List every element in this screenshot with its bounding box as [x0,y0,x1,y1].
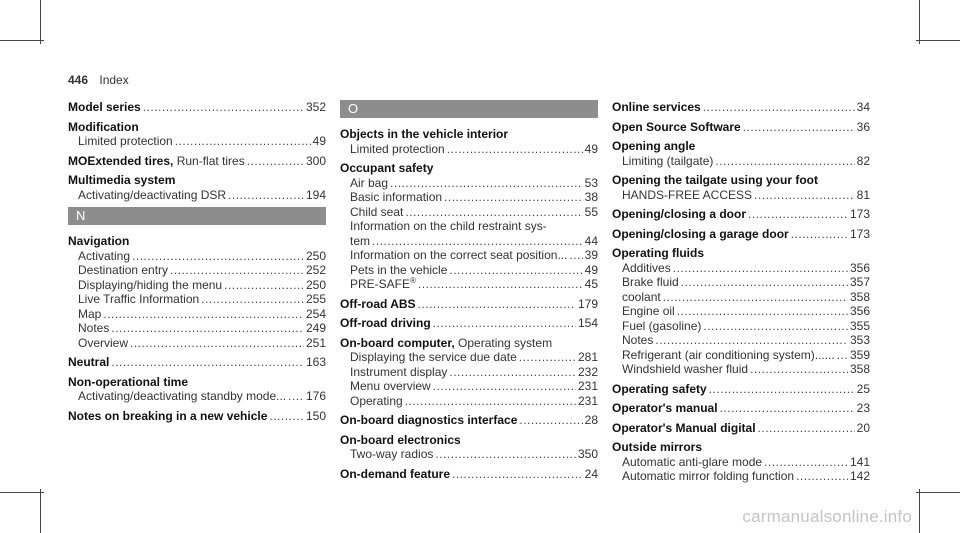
index-entry-occupant-safety: Occupant safety Air bag53 Basic informat… [340,161,598,292]
index-entry-off-road-abs[interactable]: Off-road ABS179 [340,297,598,312]
index-subentry[interactable]: Overview251 [68,336,326,351]
index-subentry[interactable]: Limited protection49 [68,134,326,149]
crop-mark-top-right-h [916,40,960,41]
index-column-3: Online services34 Open Source Software36… [612,100,870,489]
index-subentry[interactable]: Fuel (gasoline)355 [612,319,870,334]
index-entry-operating-fluids: Operating fluids Additives356 Brake flui… [612,246,870,377]
index-subentry[interactable]: Destination entry252 [68,263,326,278]
index-subentry[interactable]: Instrument display232 [340,365,598,380]
index-subentry-wrapped: Information on the child restraint sys- [350,219,547,233]
index-subentry[interactable]: Child seat55 [340,205,598,220]
index-entry-neutral[interactable]: Neutral163 [68,355,326,370]
index-entry-open-source-software[interactable]: Open Source Software36 [612,120,870,135]
page-number: 446 [68,73,89,87]
index-entry-notes-on-breaking-in[interactable]: Notes on breaking in a new vehicle150 [68,409,326,424]
crop-mark-bottom-right-v [919,489,920,533]
index-entry-on-board-diagnostics[interactable]: On-board diagnostics interface28 [340,413,598,428]
index-subentry[interactable]: Basic information38 [340,190,598,205]
index-entry-operators-manual[interactable]: Operator's manual23 [612,401,870,416]
index-subentry[interactable]: Additives356 [612,261,870,276]
index-subentry[interactable]: Operating231 [340,394,598,409]
index-subentry[interactable]: Two-way radios350 [340,447,598,462]
index-entry-off-road-driving[interactable]: Off-road driving154 [340,316,598,331]
index-column-1: Model series352 Modification Limited pro… [68,100,326,428]
index-subentry[interactable]: Activating/deactivating standby mode...1… [68,389,326,404]
index-entry-navigation: Navigation Activating250 Destination ent… [68,234,326,350]
index-entry-operating-safety[interactable]: Operating safety25 [612,382,870,397]
index-entry-outside-mirrors: Outside mirrors Automatic anti-glare mod… [612,440,870,484]
watermark: carmanualsonline.info [742,507,912,526]
index-subentry[interactable]: HANDS-FREE ACCESS81 [612,188,870,203]
index-entry-operators-manual-digital[interactable]: Operator's Manual digital20 [612,421,870,436]
index-subentry[interactable]: Engine oil356 [612,304,870,319]
page-header: 446 Index [68,73,129,87]
letter-heading-n: N [68,207,326,225]
index-subentry[interactable]: Menu overview231 [340,379,598,394]
index-column-2: O Objects in the vehicle interior Limite… [340,100,598,486]
index-subentry[interactable]: Automatic mirror folding function142 [612,469,870,484]
index-subentry[interactable]: Information on the correct seat position… [340,248,598,263]
index-subentry[interactable]: tem44 [340,234,598,249]
index-subentry[interactable]: Limited protection49 [340,142,598,157]
index-entry-on-demand-feature[interactable]: On-demand feature24 [340,467,598,482]
index-entry-online-services[interactable]: Online services34 [612,100,870,115]
index-subentry[interactable]: Live Traffic Information255 [68,292,326,307]
index-subentry[interactable]: Brake fluid357 [612,275,870,290]
index-entry-opening-closing-door[interactable]: Opening/closing a door173 [612,207,870,222]
index-subentry[interactable]: PRE-SAFE®45 [340,277,598,292]
index-entry-model-series[interactable]: Model series352 [68,100,326,115]
index-entry-objects-in-vehicle: Objects in the vehicle interior Limited … [340,127,598,156]
index-entry-non-operational-time: Non-operational time Activating/deactiva… [68,375,326,404]
crop-mark-bottom-left-v [40,489,41,533]
crop-mark-top-left-v [40,0,41,44]
index-subentry[interactable]: Notes249 [68,321,326,336]
crop-mark-bottom-right-h [916,492,960,493]
index-entry-modification: Modification Limited protection49 [68,120,326,149]
index-entry-on-board-computer: On-board computer, Operating system Disp… [340,336,598,409]
index-subentry[interactable]: Displaying/hiding the menu250 [68,278,326,293]
crop-mark-bottom-left-h [0,492,44,493]
index-entry-moextended-tires[interactable]: MOExtended tires, Run-flat tires300 [68,154,326,169]
index-subentry[interactable]: Pets in the vehicle49 [340,263,598,278]
crop-mark-top-right-v [919,0,920,44]
index-subentry[interactable]: Activating/deactivating DSR194 [68,188,326,203]
index-subentry[interactable]: Refrigerant (air conditioning system)...… [612,348,870,363]
index-subentry[interactable]: Windshield washer fluid358 [612,362,870,377]
index-subentry[interactable]: Limiting (tailgate)82 [612,154,870,169]
index-entry-opening-angle: Opening angle Limiting (tailgate)82 [612,139,870,168]
index-subentry[interactable]: Activating250 [68,249,326,264]
index-entry-opening-closing-garage[interactable]: Opening/closing a garage door173 [612,227,870,242]
index-subentry[interactable]: Notes353 [612,333,870,348]
index-subentry[interactable]: Air bag53 [340,176,598,191]
index-entry-on-board-electronics: On-board electronics Two-way radios350 [340,433,598,462]
section-title: Index [99,73,129,87]
index-subentry[interactable]: coolant358 [612,290,870,305]
letter-heading-o: O [340,100,598,118]
crop-mark-top-left-h [0,40,44,41]
index-entry-opening-tailgate-foot: Opening the tailgate using your foot HAN… [612,173,870,202]
index-subentry[interactable]: Automatic anti-glare mode141 [612,455,870,470]
index-entry-multimedia-system: Multimedia system Activating/deactivatin… [68,173,326,202]
index-subentry[interactable]: Displaying the service due date281 [340,350,598,365]
index-subentry[interactable]: Map254 [68,307,326,322]
